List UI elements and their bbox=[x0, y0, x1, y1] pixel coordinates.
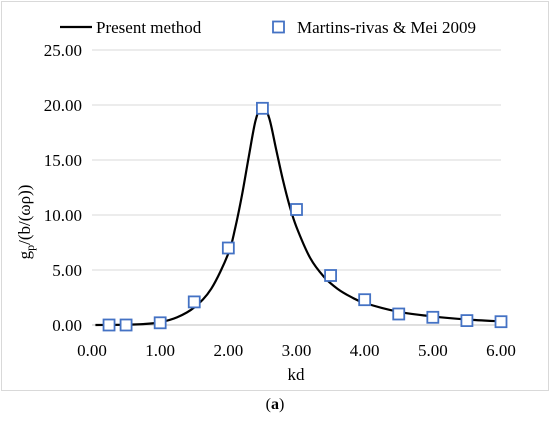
data-point-4 bbox=[221, 241, 235, 255]
data-point-0 bbox=[102, 318, 116, 332]
x-tick-label-6: 6.00 bbox=[486, 341, 516, 360]
data-point-12 bbox=[494, 315, 508, 329]
y-tick-label-1: 5.00 bbox=[52, 261, 82, 280]
data-point-6 bbox=[290, 203, 303, 216]
y-tick-labels: 0.00 5.00 10.00 15.00 20.00 25.00 bbox=[44, 41, 82, 335]
x-tick-label-4: 4.00 bbox=[350, 341, 380, 360]
x-tick-label-5: 5.00 bbox=[418, 341, 448, 360]
chart-border bbox=[1, 1, 549, 391]
y-axis-title-rest: /(b/(ωρ)) bbox=[15, 185, 34, 245]
y-tick-label-2: 10.00 bbox=[44, 206, 82, 225]
series-martins-rivas-mei bbox=[102, 101, 508, 332]
y-tick-label-5: 25.00 bbox=[44, 41, 82, 60]
data-point-2 bbox=[153, 316, 167, 330]
y-axis-title: gp/(b/(ωρ)) bbox=[15, 185, 37, 260]
x-tick-label-1: 1.00 bbox=[145, 341, 175, 360]
x-axis-title: kd bbox=[288, 365, 306, 384]
data-point-10 bbox=[426, 310, 440, 324]
data-point-3 bbox=[187, 295, 201, 309]
x-tick-label-0: 0.00 bbox=[77, 341, 107, 360]
y-axis-title-sub: p bbox=[23, 245, 37, 251]
x-tick-label-2: 2.00 bbox=[213, 341, 243, 360]
caption-open: ( bbox=[265, 396, 271, 413]
x-tick-label-3: 3.00 bbox=[282, 341, 312, 360]
legend-label-present-method: Present method bbox=[96, 18, 202, 37]
data-point-1 bbox=[119, 318, 133, 332]
legend-label-martins-rivas: Martins-rivas & Mei 2009 bbox=[297, 18, 476, 37]
figure-caption: (a) bbox=[0, 396, 550, 414]
y-axis-title-main: g bbox=[15, 250, 34, 259]
caption-close: ) bbox=[279, 396, 285, 413]
gridlines bbox=[92, 49, 501, 326]
data-point-11 bbox=[460, 314, 474, 328]
y-tick-label-3: 15.00 bbox=[44, 151, 82, 170]
data-point-9 bbox=[392, 307, 406, 321]
data-point-7 bbox=[324, 269, 337, 282]
caption-letter: a bbox=[271, 396, 279, 413]
y-tick-label-0: 0.00 bbox=[52, 316, 82, 335]
legend: Present method Martins-rivas & Mei 2009 bbox=[60, 18, 476, 37]
data-point-8 bbox=[358, 293, 372, 307]
x-tick-labels: 0.00 1.00 2.00 3.00 4.00 5.00 6.00 bbox=[77, 341, 516, 360]
data-point-5 bbox=[256, 101, 269, 115]
legend-marker-swatch bbox=[272, 20, 285, 34]
y-tick-label-4: 20.00 bbox=[44, 96, 82, 115]
